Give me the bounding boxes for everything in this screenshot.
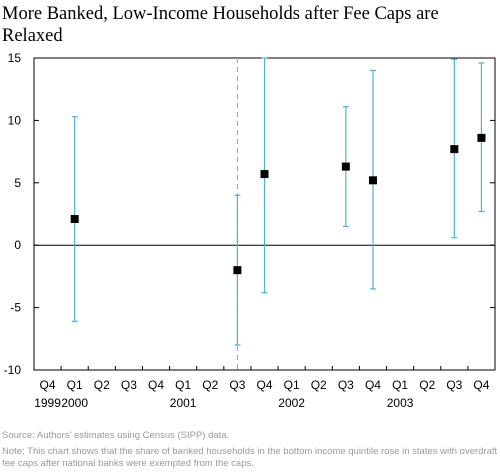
- data-point: [233, 266, 242, 275]
- data-point: [477, 133, 486, 142]
- x-tick-label: Q3: [446, 378, 462, 392]
- data-point: [450, 145, 459, 154]
- x-year-label: 2002: [278, 396, 305, 410]
- x-year-label: 1999: [34, 396, 61, 410]
- chart-plot: -10 -5 0 5 10 15 Q4 Q1 Q2 Q3 Q4 Q1 Q2 Q3 Q4 Q1 Q2 Q3 Q4 Q1 Q…: [4, 51, 496, 410]
- x-tick-label: Q1: [175, 378, 191, 392]
- data-point: [341, 162, 350, 171]
- x-tick-label: Q2: [311, 378, 327, 392]
- x-tick-label: Q4: [473, 378, 489, 392]
- x-tick-label: Q2: [202, 378, 218, 392]
- x-tick-label: Q4: [148, 378, 164, 392]
- data-point: [70, 214, 79, 223]
- data-point: [368, 176, 377, 185]
- x-tick-label: Q2: [419, 378, 435, 392]
- source-note: Source: Authors’ estimates using Census …: [2, 430, 230, 441]
- x-tick-label: Q4: [365, 378, 381, 392]
- x-tick-label: Q4: [256, 378, 272, 392]
- x-tick-label: Q1: [392, 378, 408, 392]
- x-tick-label: Q2: [94, 378, 110, 392]
- y-tick-label: 5: [14, 176, 21, 190]
- x-tick-label: Q1: [284, 378, 300, 392]
- y-tick-label: -5: [10, 301, 21, 315]
- y-tick-label: 15: [8, 51, 22, 65]
- x-tick-label: Q3: [121, 378, 137, 392]
- x-tick-label: Q4: [40, 378, 56, 392]
- chart-note: Note: This chart shows that the share of…: [2, 446, 498, 469]
- x-tick-label: Q3: [338, 378, 354, 392]
- y-tick-label: 0: [14, 238, 21, 252]
- x-year-label: 2003: [387, 396, 414, 410]
- chart-title: More Banked, Low-Income Households after…: [2, 4, 439, 46]
- x-tick-label: Q3: [229, 378, 245, 392]
- x-year-label: 2001: [170, 396, 197, 410]
- y-tick-label: 10: [8, 113, 22, 127]
- data-point: [260, 170, 269, 179]
- x-year-label: 2000: [61, 396, 88, 410]
- x-tick-label: Q1: [67, 378, 83, 392]
- y-tick-label: -10: [4, 363, 22, 377]
